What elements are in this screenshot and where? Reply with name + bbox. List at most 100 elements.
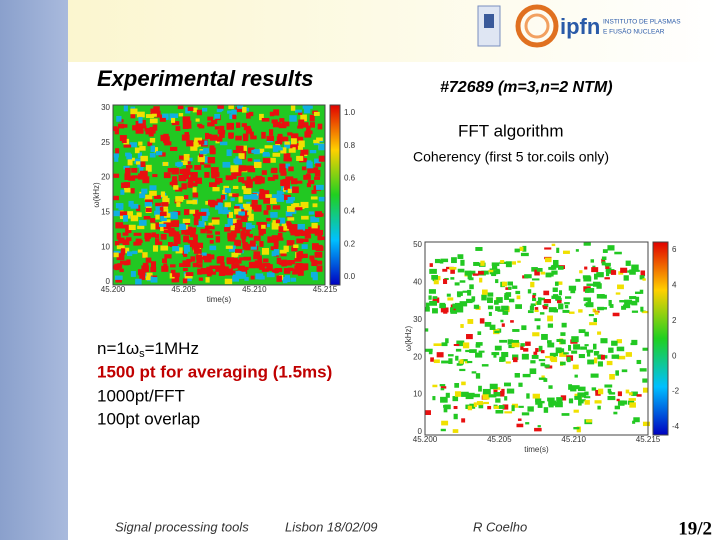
x-tick-label: 45.210 [242, 285, 267, 294]
heat-cell [208, 226, 215, 230]
heat-cell [212, 186, 220, 192]
heat-cell [137, 269, 146, 276]
heat-cell [121, 224, 130, 229]
heat-cell [159, 206, 165, 212]
heat-cell [475, 352, 483, 358]
heat-cell [314, 158, 321, 165]
heat-cell [159, 117, 166, 122]
heat-cell [512, 329, 520, 332]
method: FFT algorithm [458, 121, 564, 140]
heat-cell [218, 209, 223, 214]
heat-cell [584, 344, 589, 347]
heat-cell [238, 167, 247, 172]
heat-cell [560, 332, 566, 336]
heat-cell [300, 238, 309, 242]
heat-cell [540, 400, 545, 404]
heat-cell [184, 195, 189, 200]
note-part: n=1 [97, 339, 126, 358]
heat-cell [295, 180, 303, 184]
heat-cell [119, 215, 126, 220]
heat-cell [177, 105, 184, 110]
heat-cell [189, 231, 196, 238]
heat-cell [139, 119, 146, 126]
heat-cell [533, 351, 538, 355]
heat-cell [499, 356, 506, 362]
heat-cell [495, 306, 501, 311]
heat-cell [281, 121, 290, 127]
heat-cell [245, 128, 252, 134]
heat-cell [520, 345, 524, 350]
heat-cell [529, 368, 537, 375]
heat-cell [234, 222, 243, 230]
heat-cell [232, 114, 237, 120]
heat-cell [118, 123, 125, 129]
heat-cell [453, 344, 460, 347]
heat-cell [556, 397, 563, 403]
heat-cell [259, 113, 264, 121]
heat-cell [125, 172, 131, 179]
heat-cell [241, 185, 246, 190]
heat-cell [230, 225, 236, 231]
heat-cell [479, 277, 483, 283]
heat-cell [149, 118, 158, 124]
heat-cell [267, 177, 275, 181]
heat-cell [153, 195, 161, 200]
heat-cell [170, 264, 176, 268]
heat-cell [195, 118, 200, 122]
heat-cell [231, 218, 238, 224]
heat-cell [193, 249, 202, 254]
heat-cell [614, 405, 621, 410]
heat-cell [538, 359, 546, 362]
heat-cell [635, 296, 640, 303]
heat-cell [428, 289, 436, 294]
heat-cell [242, 227, 249, 231]
heat-cell [568, 384, 573, 390]
heat-cell [598, 388, 604, 395]
heat-cell [318, 196, 326, 202]
heat-cell [262, 158, 271, 164]
logo-line: INSTITUTO DE PLASMAS [603, 19, 681, 26]
heat-cell [615, 370, 619, 376]
heat-cell [240, 216, 248, 223]
heat-cell [465, 404, 470, 409]
heat-cell [309, 114, 315, 122]
heat-cell [280, 179, 285, 187]
heat-cell [531, 298, 537, 302]
colorbar [329, 104, 341, 286]
heat-cell [211, 217, 220, 222]
heat-cell [189, 209, 196, 214]
heat-cell [609, 373, 615, 380]
note-part: s [139, 348, 145, 360]
heat-cell [461, 391, 469, 397]
heat-cell [481, 294, 487, 301]
heat-cell [175, 126, 181, 131]
heat-cell [233, 206, 240, 211]
heat-cell [482, 388, 491, 395]
heat-cell [548, 273, 554, 277]
heat-cell [119, 211, 128, 218]
heat-cell [600, 338, 608, 344]
heat-cell [441, 420, 449, 426]
heat-cell [475, 247, 483, 251]
x-tick-label: 45.200 [101, 285, 126, 294]
heat-cell [282, 278, 288, 284]
heat-cell [184, 175, 189, 180]
heat-cell [550, 308, 557, 312]
heat-cell [601, 258, 606, 264]
heat-cell [277, 133, 283, 138]
heat-cell [316, 265, 323, 272]
heat-cell [469, 270, 476, 275]
heat-cell [216, 108, 222, 113]
heat-cell [172, 176, 178, 183]
heat-cell [520, 252, 529, 257]
heat-cell [495, 398, 501, 403]
heat-cell [197, 268, 202, 275]
heat-cell [197, 155, 205, 163]
heat-cell [518, 405, 524, 408]
heat-cell [160, 245, 169, 251]
heat-cell [150, 266, 157, 273]
heat-cell [639, 275, 645, 280]
heat-cell [284, 141, 290, 145]
heat-cell [432, 308, 438, 314]
